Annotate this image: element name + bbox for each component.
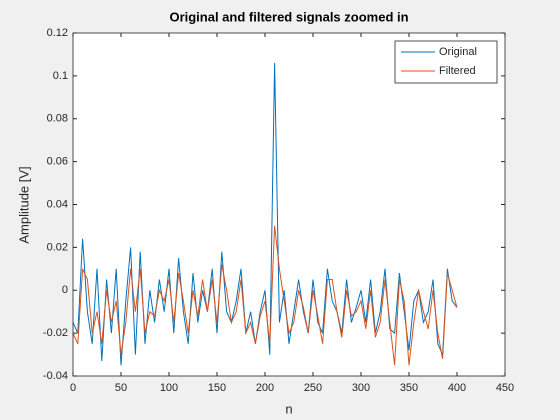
series-line <box>72 63 458 366</box>
x-tick-label: 50 <box>115 382 127 394</box>
y-tick-label: -0.02 <box>43 327 68 339</box>
chart-title: Original and filtered signals zoomed in <box>169 9 408 24</box>
x-tick-label: 0 <box>70 382 76 394</box>
series-line <box>72 225 458 366</box>
y-tick-label: 0.06 <box>47 156 68 168</box>
y-tick-label: 0.1 <box>53 70 68 82</box>
x-tick-label: 400 <box>448 382 466 394</box>
y-tick-label: 0.08 <box>47 113 68 125</box>
y-tick-label: 0.02 <box>47 241 68 253</box>
x-tick-label: 200 <box>256 382 274 394</box>
plot-area <box>73 33 505 376</box>
axes-box <box>72 32 506 377</box>
legend-box <box>394 40 498 84</box>
y-axis-label: Amplitude [V] <box>16 166 31 243</box>
x-tick-label: 100 <box>160 382 178 394</box>
x-axis-label: n <box>285 401 292 416</box>
x-tick-label: 250 <box>304 382 322 394</box>
y-tick-label: 0.12 <box>47 27 68 39</box>
x-tick-label: 350 <box>400 382 418 394</box>
x-tick-label: 300 <box>352 382 370 394</box>
y-tick-label: 0 <box>62 284 68 296</box>
y-tick-label: -0.04 <box>43 370 68 382</box>
y-tick-label: 0.04 <box>47 198 68 210</box>
x-tick-label: 150 <box>208 382 226 394</box>
legend-label: Filtered <box>439 65 476 77</box>
x-tick-label: 450 <box>496 382 514 394</box>
legend-label: Original <box>439 46 477 58</box>
